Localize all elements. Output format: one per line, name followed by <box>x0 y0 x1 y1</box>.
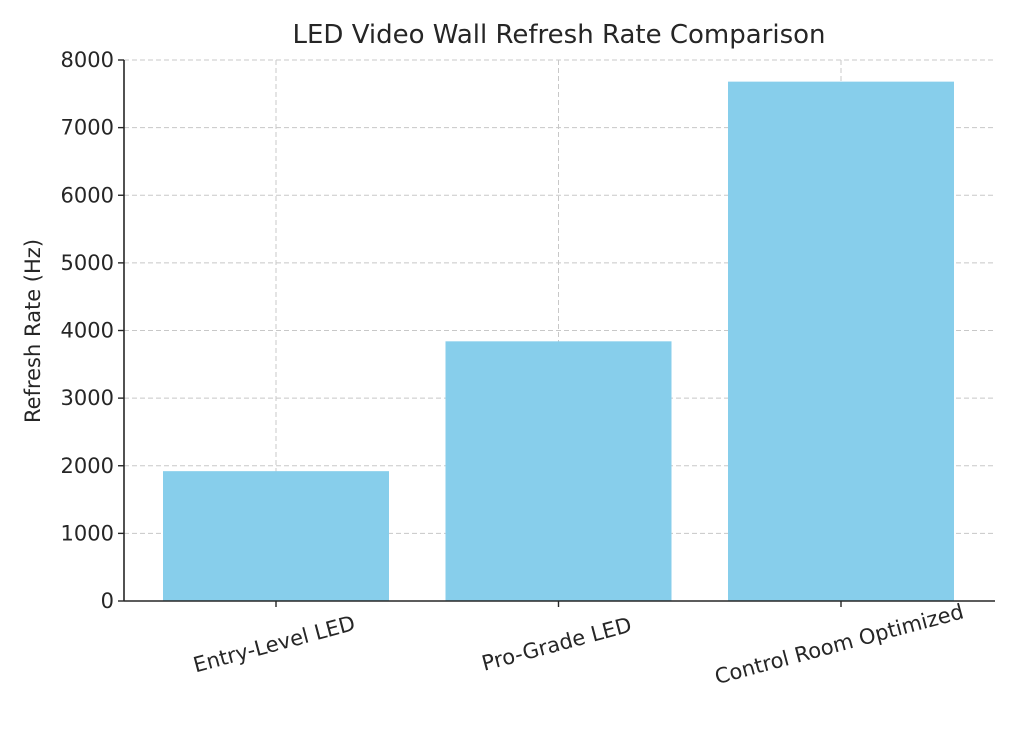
y-tick-label: 2000 <box>61 454 114 478</box>
bar-entry-level-led <box>163 471 389 601</box>
x-axis-ticks: Entry-Level LED Pro-Grade LED Control Room… <box>191 599 966 689</box>
x-tick-label: Control Room Optimized <box>712 599 966 689</box>
y-axis-ticks: 0 1000 2000 3000 4000 5000 6000 7000 8000 <box>61 48 124 613</box>
x-tick-label: Entry-Level LED <box>191 611 358 677</box>
y-tick-label: 8000 <box>61 48 114 72</box>
y-tick-label: 0 <box>101 589 114 613</box>
y-tick-label: 1000 <box>61 521 114 545</box>
chart-title: LED Video Wall Refresh Rate Comparison <box>293 20 826 50</box>
y-tick-label: 6000 <box>61 183 114 207</box>
bars <box>163 81 954 601</box>
y-tick-label: 7000 <box>61 116 114 140</box>
x-tick-label: Pro-Grade LED <box>479 613 634 676</box>
y-tick-label: 5000 <box>61 251 114 275</box>
y-axis-label: Refresh Rate (Hz) <box>21 239 45 423</box>
bar-control-room-optimized <box>728 81 954 601</box>
y-tick-label: 3000 <box>61 386 114 410</box>
bar-pro-grade-led <box>445 341 672 601</box>
y-tick-label: 4000 <box>61 319 114 343</box>
